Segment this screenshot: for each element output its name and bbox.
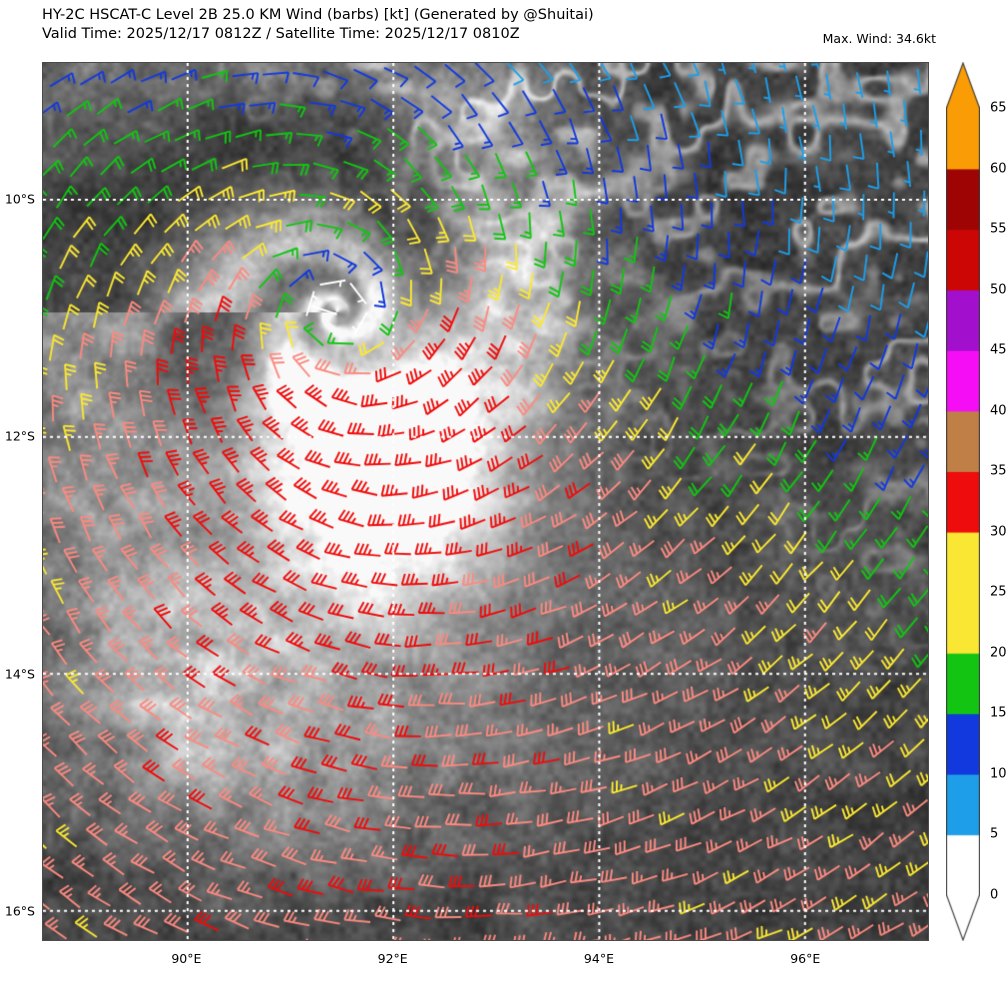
colorbar-tick-label: 25 [990, 584, 1007, 600]
colorbar-tick-label: 10 [990, 766, 1007, 782]
y-tick-label: 14°S [4, 666, 35, 682]
colorbar-tick-label: 5 [990, 826, 999, 842]
colorbar-tick-label: 60 [990, 161, 1007, 177]
colorbar-tick-label: 30 [990, 524, 1007, 540]
colorbar-tick-label: 65 [990, 100, 1007, 116]
figure-title-line-2: Valid Time: 2025/12/17 0812Z / Satellite… [42, 26, 520, 42]
y-tick-label: 16°S [4, 903, 35, 919]
colorbar [946, 62, 980, 941]
colorbar-tick-label: 20 [990, 645, 1007, 661]
x-tick-label: 90°E [171, 951, 202, 966]
colorbar-tick-label: 50 [990, 282, 1007, 298]
x-tick-label: 96°E [790, 951, 821, 966]
map-plot-area [42, 62, 929, 941]
colorbar-tick-label: 40 [990, 403, 1007, 419]
y-tick-label: 10°S [4, 191, 35, 207]
y-tick-label: 12°S [4, 428, 35, 444]
figure-title-block: HY-2C HSCAT-C Level 2B 25.0 KM Wind (bar… [42, 6, 594, 44]
graticule-grid-layer [43, 63, 928, 940]
colorbar-tick-label: 55 [990, 221, 1007, 237]
figure-title-line-1: HY-2C HSCAT-C Level 2B 25.0 KM Wind (bar… [42, 7, 594, 23]
colorbar-tick-label: 35 [990, 463, 1007, 479]
colorbar-tick-label: 45 [990, 342, 1007, 358]
colorbar-tick-label: 0 [990, 887, 999, 903]
colorbar-tick-label: 15 [990, 705, 1007, 721]
x-tick-label: 94°E [583, 951, 614, 966]
max-wind-label: Max. Wind: 34.6kt [822, 31, 936, 46]
colorbar-gradient [946, 62, 980, 941]
x-tick-label: 92°E [377, 951, 408, 966]
